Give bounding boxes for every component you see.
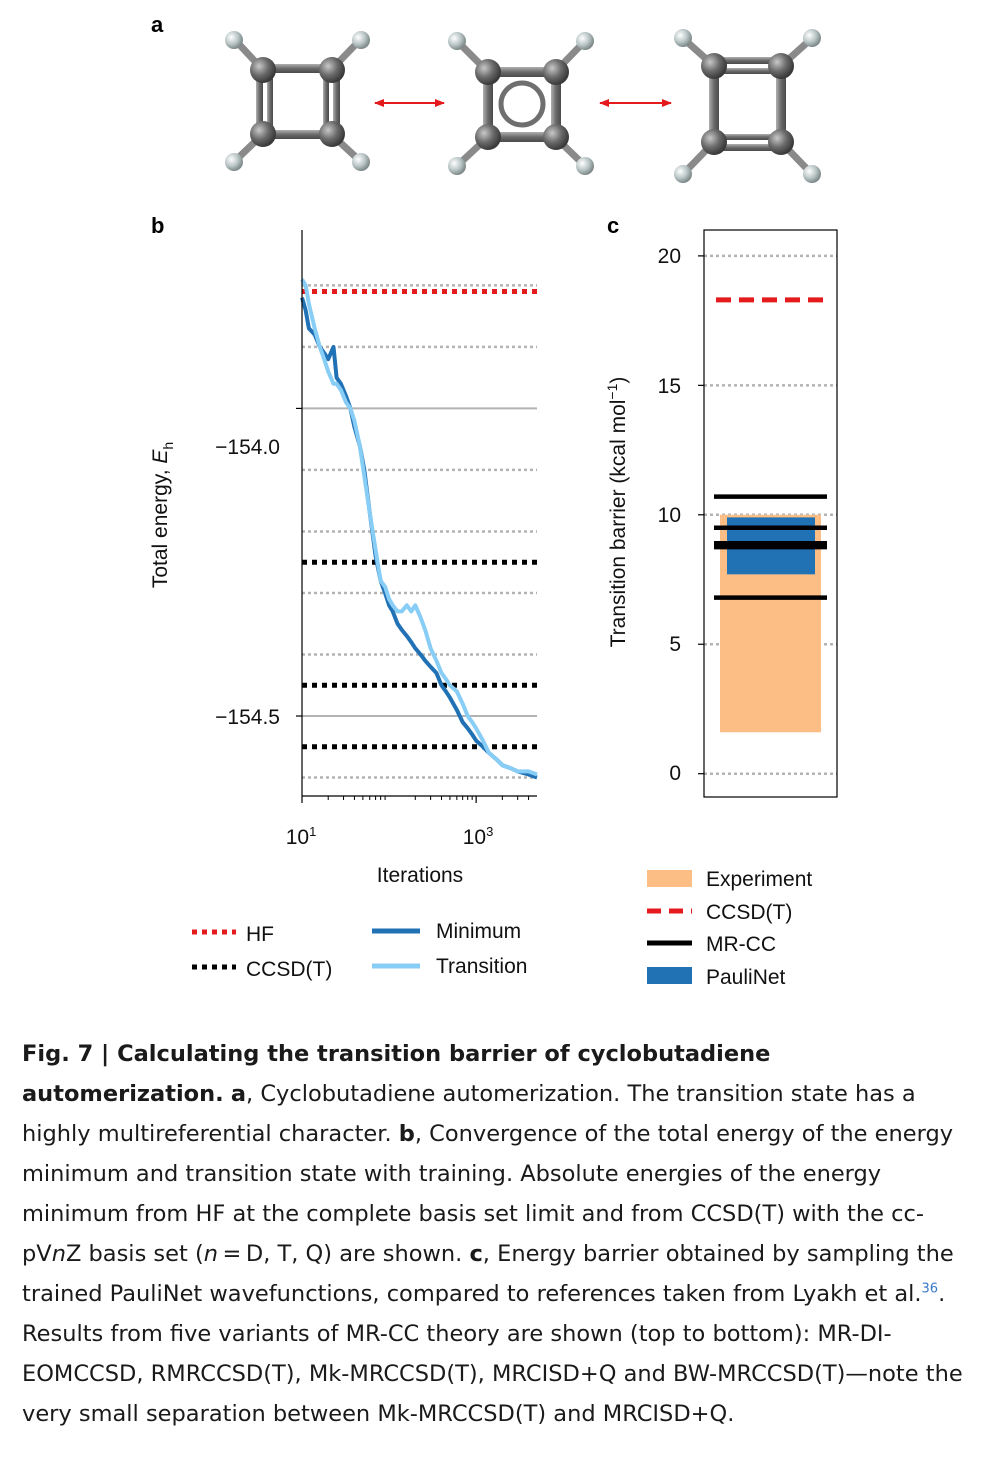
caption-c-label: c xyxy=(469,1241,483,1267)
caption-b-var2: n xyxy=(203,1241,219,1267)
legend-experiment-swatch xyxy=(647,870,692,887)
ytick-c-1: 5 xyxy=(669,633,681,656)
legend-ccsdt-c-label: CCSD(T) xyxy=(706,901,792,924)
figure-7: a xyxy=(149,12,838,989)
caption-b-text: , Convergence of the total energy of the… xyxy=(22,1121,954,1267)
molecule-minimum-right xyxy=(674,29,821,183)
caption-a-label: a xyxy=(230,1081,247,1107)
legend-experiment-label: Experiment xyxy=(706,868,812,891)
legend-mrcc-label: MR-CC xyxy=(706,933,776,956)
caption-b-label: b xyxy=(398,1121,415,1147)
molecule-minimum-left xyxy=(225,31,370,171)
series-minimum xyxy=(300,297,538,780)
panel-b-plot xyxy=(296,230,538,803)
y-axis-label-b: Total energy, Eh xyxy=(149,442,176,588)
legend-minimum-label: Minimum xyxy=(436,920,521,943)
figure-caption: Fig. 7 | Calculating the transition barr… xyxy=(22,1034,972,1434)
ytick-c-3: 15 xyxy=(658,375,681,398)
caption-b-text2: Z basis set ( xyxy=(65,1241,204,1267)
xtick-b-0: 101 xyxy=(286,824,317,849)
panel-c-letter: c xyxy=(607,213,619,238)
caption-title: Fig. 7 | Calculating the transition barr… xyxy=(22,1041,771,1107)
xtick-b-1: 103 xyxy=(463,824,494,849)
panel-b-letter: b xyxy=(151,213,164,238)
panel-c-plot xyxy=(698,229,838,798)
caption-reference[interactable]: 36 xyxy=(921,1281,939,1297)
molecule-transition-state xyxy=(448,32,594,175)
legend-ccsdt-b-label: CCSD(T) xyxy=(246,958,332,981)
ytick-b-1: −154.5 xyxy=(215,706,280,729)
panel-a-letter: a xyxy=(151,12,164,37)
legend-paulinet-label: PauliNet xyxy=(706,966,786,989)
caption-c-text2: . Results from five variants of MR-CC th… xyxy=(22,1281,963,1427)
series-transition xyxy=(300,278,538,777)
caption-b-text3: = D, T, Q) are shown. xyxy=(218,1241,470,1267)
legend-hf-label: HF xyxy=(246,923,274,946)
panel-c-frame xyxy=(703,229,838,798)
caption-b-var: n xyxy=(51,1241,66,1267)
legend-transition-label: Transition xyxy=(436,955,527,978)
ytick-c-4: 20 xyxy=(658,245,681,268)
x-axis-label-b: Iterations xyxy=(377,864,463,887)
caption-a-text: , Cyclobutadiene automerization. The tra… xyxy=(22,1081,916,1147)
ytick-c-0: 0 xyxy=(669,762,681,785)
legend-paulinet-swatch xyxy=(647,967,692,984)
ytick-c-2: 10 xyxy=(658,504,681,527)
ytick-b-0: −154.0 xyxy=(215,436,280,459)
y-axis-label-c: Transition barrier (kcal mol−1) xyxy=(604,377,630,648)
caption-c-text: , Energy barrier obtained by sampling th… xyxy=(22,1241,954,1307)
